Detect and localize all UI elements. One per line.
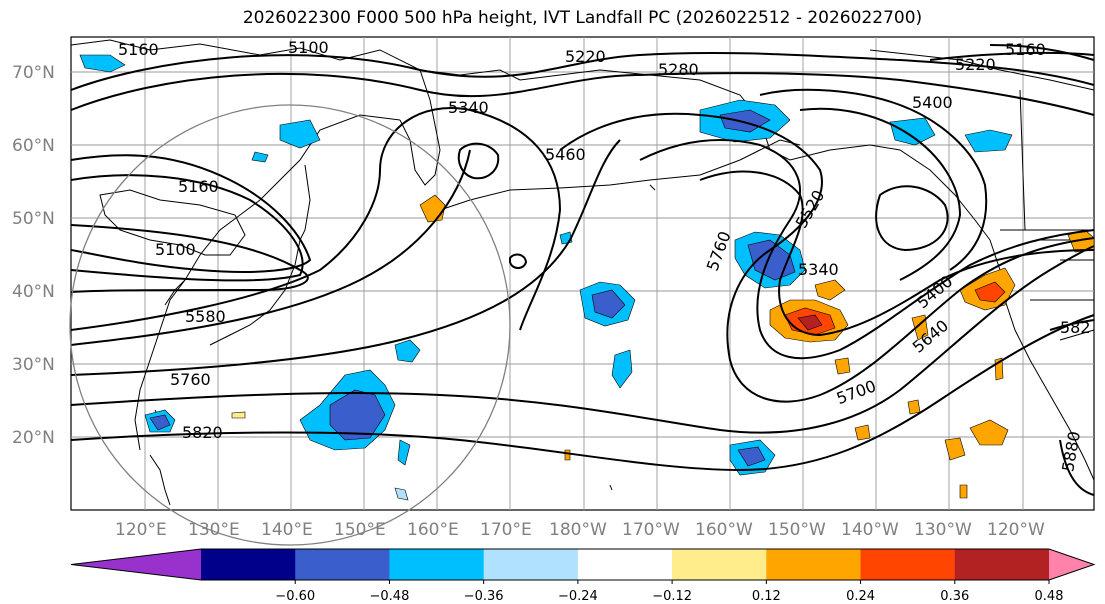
colorbar-segment bbox=[672, 549, 767, 580]
lon-label: 150°W bbox=[768, 520, 826, 540]
colorbar-tick-label: 0.48 bbox=[1035, 589, 1064, 604]
colorbar-tick-label: −0.48 bbox=[370, 589, 410, 604]
lat-label: 60°N bbox=[12, 136, 55, 156]
lat-label: 30°N bbox=[12, 355, 55, 375]
contour-label: 5400 bbox=[912, 93, 953, 112]
lon-label: 170°W bbox=[622, 520, 680, 540]
lat-label: 20°N bbox=[12, 428, 55, 448]
colorbar-tick-label: 0.36 bbox=[940, 589, 969, 604]
colorbar-outline bbox=[70, 548, 1096, 581]
colorbar-segment bbox=[389, 549, 485, 580]
landfall-radius-circle bbox=[69, 104, 511, 546]
contour-label: 5160 bbox=[178, 177, 219, 196]
lat-label: 50°N bbox=[12, 209, 55, 229]
lon-label: 140°W bbox=[841, 520, 899, 540]
contour-label: 5220 bbox=[565, 47, 606, 66]
colorbar-segment bbox=[295, 549, 390, 580]
contour-labels: 5100 5220 5280 5160 5340 5400 5460 5160 … bbox=[118, 38, 1091, 473]
colorbar-segment bbox=[201, 549, 296, 580]
colorbar-tick-label: −0.36 bbox=[464, 589, 504, 604]
height-contours bbox=[70, 44, 1095, 496]
colorbar: −0.60 −0.48 −0.36 −0.24 −0.12 0.12 0.24 0.36 0.4… bbox=[70, 548, 1096, 604]
colorbar-segment bbox=[577, 549, 673, 580]
contour-label: 5160 bbox=[118, 40, 159, 59]
lat-label: 40°N bbox=[12, 282, 55, 302]
contour-label: 5820 bbox=[182, 423, 223, 442]
lon-label: 120°E bbox=[115, 520, 167, 540]
colorbar-segment bbox=[483, 549, 579, 580]
contour-label: 5160 bbox=[1005, 40, 1046, 59]
contour-label: 5100 bbox=[288, 38, 329, 57]
lon-label: 180°W bbox=[549, 520, 607, 540]
lon-label: 160°E bbox=[407, 520, 459, 540]
contour-label: 5760 bbox=[170, 370, 211, 389]
lon-label: 160°W bbox=[695, 520, 753, 540]
lon-label: 150°E bbox=[334, 520, 386, 540]
lon-label: 170°E bbox=[480, 520, 532, 540]
contour-label: 5340 bbox=[448, 98, 489, 117]
map-title: 2026022300 F000 500 hPa height, IVT Land… bbox=[242, 8, 923, 28]
colorbar-extend-high bbox=[1049, 549, 1094, 580]
colorbar-tick-label: 0.12 bbox=[752, 589, 781, 604]
colorbar-extend-low bbox=[71, 549, 201, 580]
colorbar-segment bbox=[954, 549, 1050, 580]
colorbar-segment bbox=[860, 549, 956, 580]
colorbar-tick-label: −0.24 bbox=[558, 589, 598, 604]
contour-label: 5580 bbox=[185, 307, 226, 326]
contour-label: 5100 bbox=[155, 240, 196, 259]
latitude-labels: 70°N 60°N 50°N 40°N 30°N 20°N bbox=[12, 63, 55, 448]
contour-label: 5280 bbox=[658, 60, 699, 79]
lon-label: 130°E bbox=[188, 520, 240, 540]
colorbar-tick-label: 0.24 bbox=[846, 589, 875, 604]
contour-label: 5220 bbox=[955, 55, 996, 74]
colorbar-tick-label: −0.12 bbox=[652, 589, 692, 604]
colorbar-segment bbox=[766, 549, 862, 580]
lon-label: 140°E bbox=[261, 520, 313, 540]
lat-label: 70°N bbox=[12, 63, 55, 83]
lon-label: 130°W bbox=[914, 520, 972, 540]
colorbar-tick-label: −0.60 bbox=[275, 589, 315, 604]
lon-label: 120°W bbox=[987, 520, 1045, 540]
longitude-labels: 120°E 130°E 140°E 150°E 160°E 170°E 180°… bbox=[115, 520, 1045, 540]
contour-label: 5340 bbox=[798, 260, 839, 279]
contour-label: 582 bbox=[1060, 318, 1091, 337]
contour-label: 5460 bbox=[545, 145, 586, 164]
